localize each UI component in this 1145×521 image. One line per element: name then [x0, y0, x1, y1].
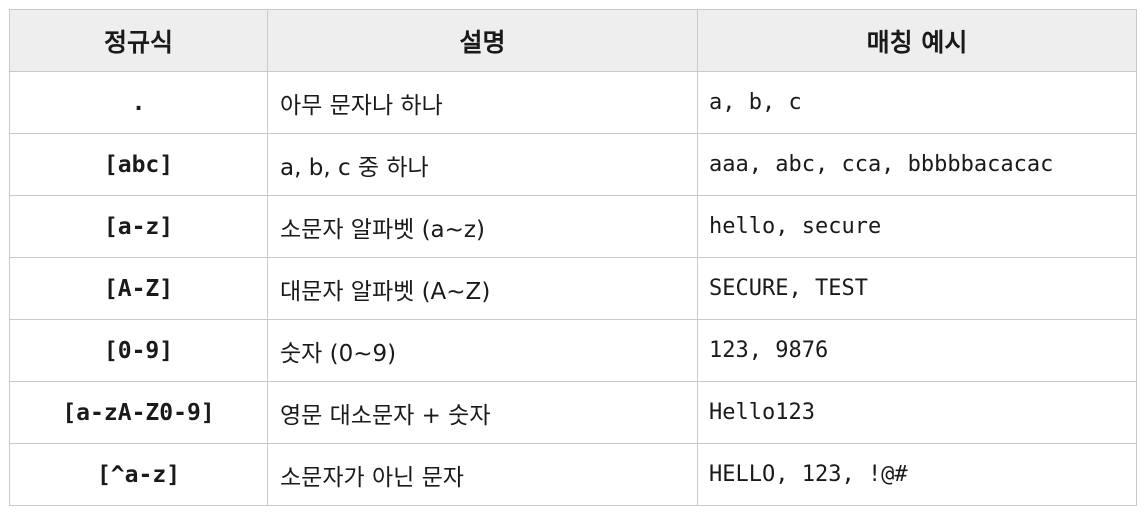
example-cell: SECURE, TEST: [697, 257, 1137, 320]
table-header: 정규식 설명 매칭 예시: [9, 9, 1137, 72]
pattern-cell: .: [9, 71, 268, 134]
header-pattern: 정규식: [9, 9, 268, 72]
example-cell: hello, secure: [697, 195, 1137, 258]
description-cell: 대문자 알파벳 (A~Z): [267, 257, 698, 320]
pattern-cell: [0-9]: [9, 319, 268, 382]
pattern-cell: [abc]: [9, 133, 268, 196]
table-row: [A-Z] 대문자 알파벳 (A~Z) SECURE, TEST: [9, 257, 1137, 320]
table-row: [a-z] 소문자 알파벳 (a~z) hello, secure: [9, 195, 1137, 258]
table-row: [0-9] 숫자 (0~9) 123, 9876: [9, 319, 1137, 382]
table-row: [^a-z] 소문자가 아닌 문자 HELLO, 123, !@#: [9, 443, 1137, 506]
description-cell: 소문자 알파벳 (a~z): [267, 195, 698, 258]
description-cell: a, b, c 중 하나: [267, 133, 698, 196]
regex-table: 정규식 설명 매칭 예시 . 아무 문자나 하나 a, b, c [abc] a…: [9, 9, 1137, 506]
header-row: 정규식 설명 매칭 예시: [9, 9, 1137, 72]
example-cell: aaa, abc, cca, bbbbbacacac: [697, 133, 1137, 196]
pattern-cell: [A-Z]: [9, 257, 268, 320]
header-description: 설명: [267, 9, 698, 72]
table-body: . 아무 문자나 하나 a, b, c [abc] a, b, c 중 하나 a…: [9, 71, 1137, 506]
table-row: [a-zA-Z0-9] 영문 대소문자 + 숫자 Hello123: [9, 381, 1137, 444]
pattern-cell: [^a-z]: [9, 443, 268, 506]
pattern-cell: [a-zA-Z0-9]: [9, 381, 268, 444]
header-example: 매칭 예시: [697, 9, 1137, 72]
example-cell: a, b, c: [697, 71, 1137, 134]
example-cell: 123, 9876: [697, 319, 1137, 382]
example-cell: Hello123: [697, 381, 1137, 444]
table-row: . 아무 문자나 하나 a, b, c: [9, 71, 1137, 134]
description-cell: 소문자가 아닌 문자: [267, 443, 698, 506]
example-cell: HELLO, 123, !@#: [697, 443, 1137, 506]
description-cell: 숫자 (0~9): [267, 319, 698, 382]
description-cell: 아무 문자나 하나: [267, 71, 698, 134]
description-cell: 영문 대소문자 + 숫자: [267, 381, 698, 444]
table-row: [abc] a, b, c 중 하나 aaa, abc, cca, bbbbba…: [9, 133, 1137, 196]
pattern-cell: [a-z]: [9, 195, 268, 258]
